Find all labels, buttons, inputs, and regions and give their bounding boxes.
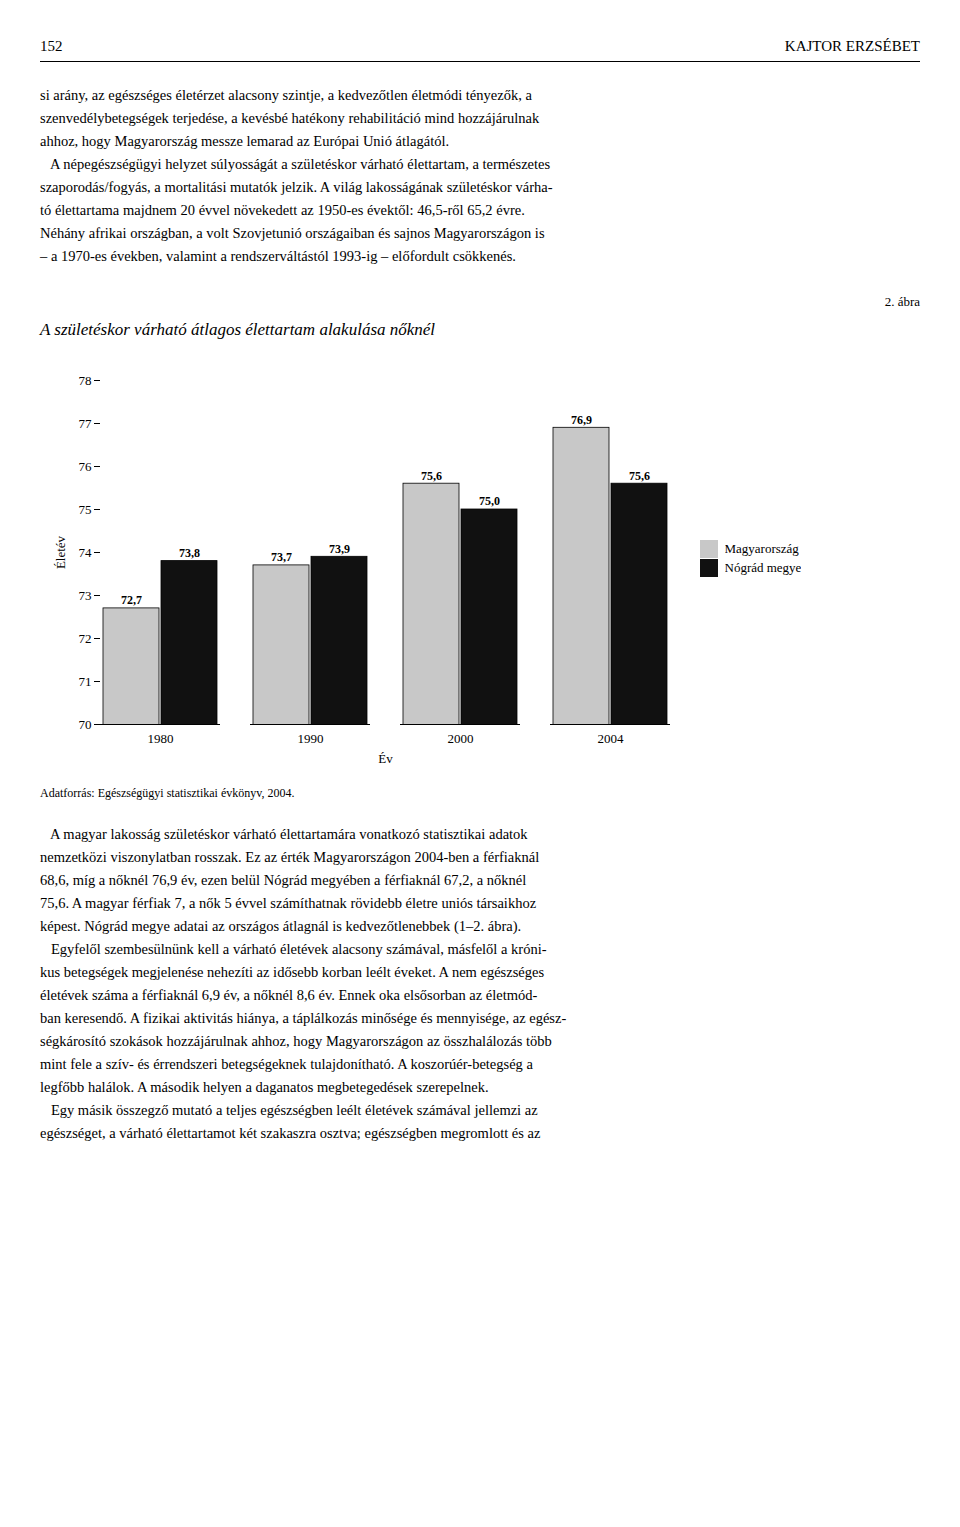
html-text:A népegészségügyi helyzet súly: A népegészségügyi helyzet súlyosságát a …: [40, 156, 551, 172]
html-text:Egyfelől szembesülnünk kell a: Egyfelől szembesülnünk kell a várható él…: [40, 941, 547, 957]
html-text:A születéskor várható átlagos: A születéskor várható átlagos élettartam…: [40, 320, 436, 339]
html-text:A magyar lakosság születéskor: A magyar lakosság születéskor várható él…: [40, 826, 528, 842]
html-text:Néhány afrikai országban, a vo: Néhány afrikai országban, a volt Szovjet…: [40, 225, 545, 241]
svg-text:73,8: 73,8: [179, 546, 200, 560]
svg-text:72,7: 72,7: [121, 593, 142, 607]
html-text:ban keresendő. A fizikai aktiv: ban keresendő. A fizikai aktivitás hiány…: [40, 1010, 567, 1026]
html-text:– a 1970-es években, valamint: – a 1970-es években, valamint a rendszer…: [40, 248, 516, 264]
svg-text:75: 75: [79, 502, 92, 517]
html-text:nemzetközi viszonylatban rossz: nemzetközi viszonylatban rosszak. Ez az …: [40, 849, 540, 865]
html-text:Egy másik összegző mutató a te: Egy másik összegző mutató a teljes egész…: [40, 1102, 538, 1118]
svg-text:74: 74: [79, 545, 93, 560]
html-text:szaporodás/fogyás, a mortalitá: szaporodás/fogyás, a mortalitási mutatók…: [40, 179, 553, 195]
html-text:Nógrád megye: Nógrád megye: [724, 559, 802, 575]
svg-text:71: 71: [79, 674, 92, 689]
svg-text:73,7: 73,7: [271, 550, 292, 564]
html-text:mint fele a szív- és érrendsze: mint fele a szív- és érrendszeri betegsé…: [40, 1056, 533, 1072]
html-text:életévek száma a férfiaknál 6,: életévek száma a férfiaknál 6,9 év, a nő…: [40, 987, 538, 1003]
svg-text:Év: Év: [378, 751, 393, 766]
svg-text:73,9: 73,9: [329, 542, 350, 556]
svg-text:75,0: 75,0: [479, 494, 500, 508]
html-text:képest. Nógrád megye adatai az: képest. Nógrád megye adatai az országos …: [40, 918, 522, 934]
svg-text:2000: 2000: [448, 731, 474, 746]
svg-text:76,9: 76,9: [571, 413, 592, 427]
svg-text:73: 73: [79, 588, 92, 603]
html-text:68,6, míg a nőknél 76,9 év, ez: 68,6, míg a nőknél 76,9 év, ezen belül N…: [40, 872, 527, 888]
html-text:75,6. A magyar férfiak 7, a nő: 75,6. A magyar férfiak 7, a nők 5 évvel …: [40, 895, 537, 911]
svg-text:75,6: 75,6: [421, 469, 442, 483]
svg-text:72: 72: [79, 631, 92, 646]
svg-text:1990: 1990: [298, 731, 324, 746]
html-text:2. ábra: 2. ábra: [884, 294, 920, 309]
html-text:kus betegségek megjelenése neh: kus betegségek megjelenése nehezíti az i…: [40, 964, 545, 980]
html-text:si arány, az egészséges életér: si arány, az egészséges életérzet alacso…: [40, 87, 532, 103]
svg-text:2004: 2004: [598, 731, 625, 746]
html-text:KAJTOR ERZSÉBET: KAJTOR ERZSÉBET: [784, 38, 920, 54]
html-text:ségkárosító szokások hozzájáru: ségkárosító szokások hozzájárulnak ahhoz…: [40, 1033, 552, 1049]
html-text:152: 152: [40, 38, 63, 54]
html-text:szenvedélybetegségek terjedése: szenvedélybetegségek terjedése, a kevésb…: [40, 110, 540, 126]
html-text:legfőbb halálok. A második hel: legfőbb halálok. A második helyen a daga…: [40, 1079, 489, 1095]
svg-text:Életév: Életév: [53, 535, 68, 569]
html-text:tó élettartama majdnem 20 évve: tó élettartama majdnem 20 évvel növekede…: [40, 202, 525, 218]
svg-text:76: 76: [79, 459, 93, 474]
svg-text:77: 77: [79, 416, 93, 431]
html-text:Adatforrás: Egészségügyi stati: Adatforrás: Egészségügyi statisztikai év…: [40, 786, 295, 800]
svg-text:75,6: 75,6: [629, 469, 650, 483]
html-text:ahhoz, hogy Magyarország messz: ahhoz, hogy Magyarország messze lemarad …: [40, 133, 450, 149]
svg-text:78: 78: [79, 373, 92, 388]
html-text:Magyarország: Magyarország: [724, 540, 799, 556]
html-text:egészséget, a várható élettart: egészséget, a várható élettartamot két s…: [40, 1125, 541, 1141]
svg-text:1980: 1980: [148, 731, 174, 746]
svg-text:70: 70: [79, 717, 92, 732]
